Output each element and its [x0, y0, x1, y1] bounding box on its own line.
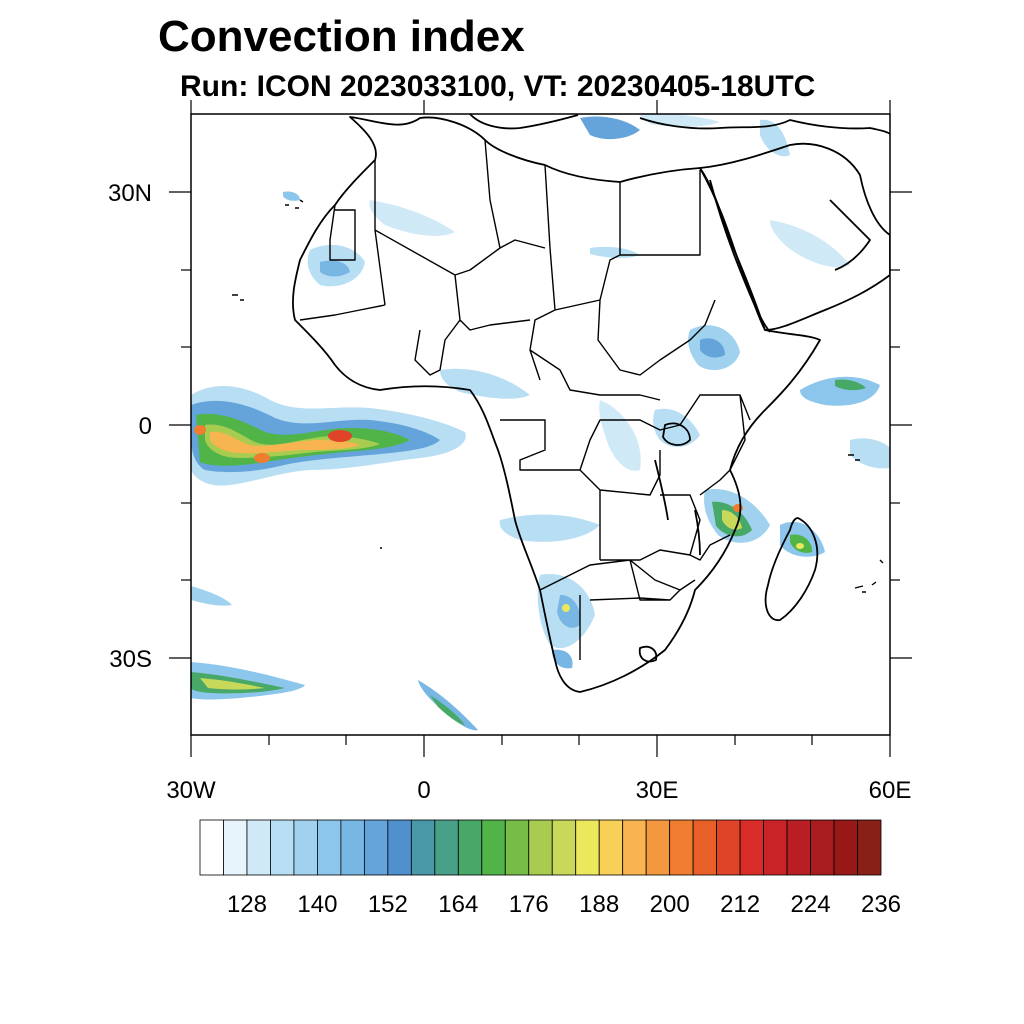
- colorbar-segment: [810, 819, 835, 876]
- convection-blob: [796, 543, 804, 549]
- colorbar-segment: [387, 819, 412, 876]
- convection-blob: [283, 191, 300, 201]
- colorbar-segment: [857, 819, 882, 876]
- convection-blob: [418, 680, 478, 731]
- convection-blob: [320, 260, 350, 277]
- lake-tanganyika: [654, 459, 669, 521]
- colorbar-label: 152: [368, 891, 408, 918]
- lake-malawi: [694, 509, 701, 556]
- colorbar-label: 224: [791, 891, 831, 918]
- lesotho-border: [638, 645, 658, 663]
- convection-blob: [430, 695, 465, 725]
- islands: [232, 199, 884, 593]
- colorbar-label: 236: [861, 891, 901, 918]
- gulf-coastline: [829, 199, 871, 271]
- colorbar-label: 188: [579, 891, 619, 918]
- convection-blob: [835, 379, 866, 391]
- convection-blob: [200, 678, 265, 690]
- colorbar: [199, 819, 882, 876]
- convection-blob: [599, 400, 641, 471]
- convection-blob: [580, 116, 640, 140]
- convection-blob: [770, 220, 850, 268]
- convection-blob: [700, 338, 725, 358]
- colorbar-segment: [739, 819, 764, 876]
- lon-tick-label: 0: [417, 777, 430, 804]
- red-sea-coastline: [709, 179, 771, 333]
- africa-coastline: [292, 116, 821, 693]
- convection-blob: [194, 425, 206, 435]
- colorbar-labels: 128 140 152 164 176 188 200 212 224 236: [227, 891, 901, 918]
- colorbar-segment: [246, 819, 271, 876]
- convection-blob: [191, 586, 232, 606]
- colorbar-label: 140: [297, 891, 337, 918]
- lake-victoria: [662, 422, 691, 446]
- convection-blob: [440, 368, 530, 399]
- colorbar-segment: [622, 819, 647, 876]
- colorbar-segment: [199, 819, 224, 876]
- convection-blob: [562, 604, 570, 612]
- lat-tick-label: 30N: [108, 180, 152, 207]
- colorbar-segment: [669, 819, 694, 876]
- colorbar-segment: [716, 819, 741, 876]
- colorbar-label: 200: [650, 891, 690, 918]
- lon-tick-label: 30E: [636, 777, 679, 804]
- colorbar-label: 164: [438, 891, 478, 918]
- chart-subtitle: Run: ICON 2023033100, VT: 20230405-18UTC: [180, 70, 816, 103]
- colorbar-label: 212: [720, 891, 760, 918]
- axis-ticks: [169, 100, 912, 757]
- country-borders: [299, 139, 751, 660]
- convection-blob: [552, 649, 573, 669]
- madagascar-coastline: [764, 517, 819, 621]
- convection-blob: [328, 430, 352, 442]
- colorbar-segment: [786, 819, 811, 876]
- coastlines: [232, 114, 890, 693]
- chart-title: Convection index: [158, 12, 525, 61]
- colorbar-segment: [293, 819, 318, 876]
- colorbar-segment: [598, 819, 624, 876]
- convection-field: [191, 114, 890, 731]
- lon-tick-label: 30W: [166, 777, 216, 804]
- colorbar-segment: [575, 819, 600, 876]
- colorbar-label: 128: [227, 891, 267, 918]
- convection-blob: [369, 200, 455, 236]
- colorbar-segment: [317, 819, 342, 876]
- colorbar-label: 176: [509, 891, 549, 918]
- colorbar-segment: [340, 819, 365, 876]
- arabia-coastline: [699, 142, 890, 331]
- convection-blob: [653, 408, 700, 447]
- colorbar-segment: [434, 819, 459, 876]
- lon-tick-label: 60E: [869, 777, 912, 804]
- colorbar-segment: [481, 819, 506, 876]
- colorbar-segment: [504, 819, 530, 876]
- colorbar-segment: [551, 819, 577, 876]
- colorbar-segment: [363, 819, 389, 876]
- colorbar-segment: [645, 819, 671, 876]
- europe-coastline: [469, 114, 890, 135]
- convection-blob: [733, 504, 743, 512]
- convection-blob: [557, 595, 581, 628]
- convection-blob: [254, 453, 270, 463]
- colorbar-segment: [270, 819, 295, 876]
- convection-blob: [210, 431, 360, 454]
- colorbar-segment: [457, 819, 483, 876]
- convection-blob: [850, 438, 890, 469]
- colorbar-segment: [833, 819, 858, 876]
- colorbar-segment: [528, 819, 553, 876]
- colorbar-segment: [410, 819, 436, 876]
- lat-tick-label: 0: [139, 413, 152, 440]
- convection-blob: [499, 514, 600, 542]
- lat-tick-label: 30S: [109, 646, 152, 673]
- colorbar-segment: [223, 819, 248, 876]
- colorbar-segment: [763, 819, 788, 876]
- colorbar-segment: [692, 819, 718, 876]
